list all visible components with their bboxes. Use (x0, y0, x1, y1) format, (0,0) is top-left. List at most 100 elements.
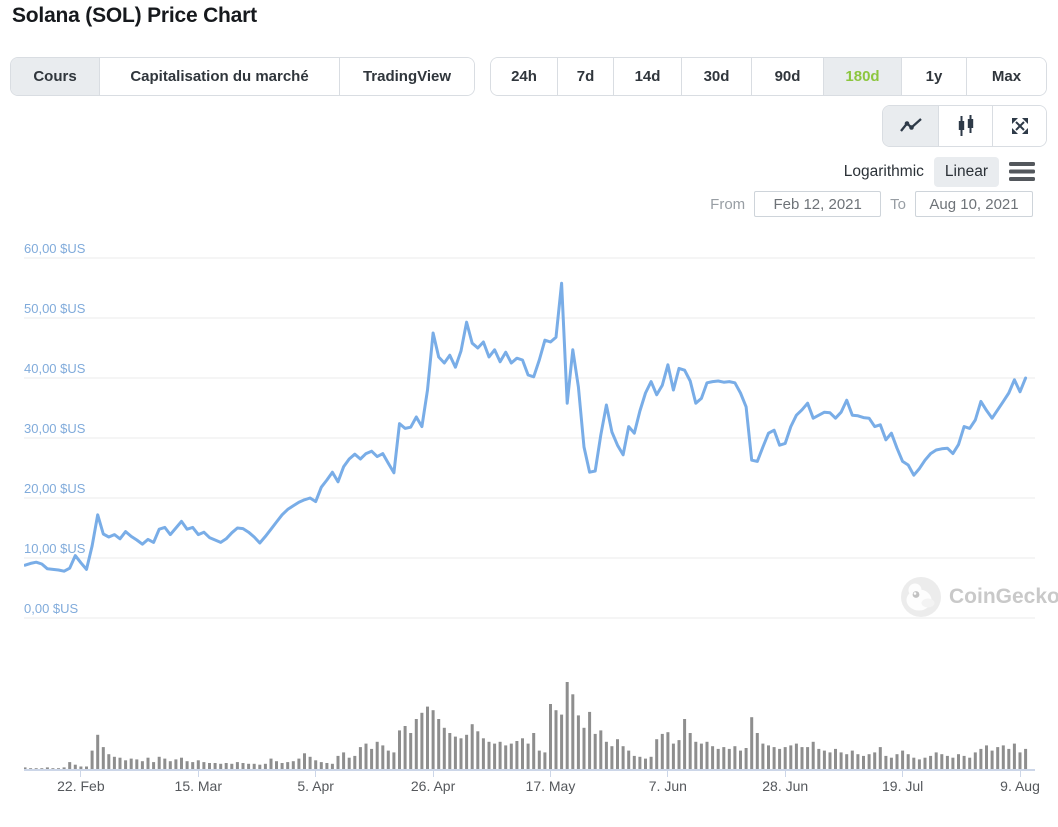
volume-bar (716, 748, 720, 770)
volume-bar (515, 741, 519, 770)
volume-bar (180, 757, 183, 770)
volume-bar (174, 759, 178, 770)
volume-bar (1012, 743, 1016, 770)
line-chart-button[interactable] (883, 106, 938, 146)
tab-market-cap[interactable]: Capitalisation du marché (99, 58, 339, 95)
date-range-row: From To (710, 190, 1033, 218)
range-24h[interactable]: 24h (491, 58, 557, 95)
volume-bar (470, 724, 474, 770)
x-axis-tick (902, 769, 904, 777)
range-max[interactable]: Max (966, 58, 1046, 95)
volume-bar (934, 752, 938, 770)
volume-bar (465, 734, 469, 770)
volume-bar (856, 754, 860, 770)
y-axis-label: 60,00 $US (24, 241, 86, 256)
y-axis-label: 50,00 $US (24, 301, 86, 316)
volume-bar (733, 746, 737, 770)
volume-bar (358, 747, 362, 770)
volume-bar (202, 762, 206, 770)
range-90d[interactable]: 90d (751, 58, 823, 95)
volume-bar (862, 755, 865, 770)
volume-bar (878, 747, 882, 770)
chart-type-group (882, 105, 1047, 147)
volume-bar (403, 726, 407, 770)
fullscreen-button[interactable] (992, 106, 1046, 146)
range-7d[interactable]: 7d (557, 58, 613, 95)
volume-bar (325, 763, 329, 770)
volume-bar (1024, 748, 1028, 770)
volume-bar (549, 704, 552, 770)
volume-bar (945, 755, 949, 770)
volume-bar (157, 756, 161, 770)
volume-bar (962, 755, 966, 770)
volume-bar (560, 714, 564, 770)
x-axis-label: 26. Apr (410, 778, 456, 794)
volume-bar (101, 747, 105, 770)
volume-bar (895, 754, 899, 770)
tab-cours[interactable]: Cours (11, 58, 99, 95)
range-180d[interactable]: 180d (823, 58, 901, 95)
price-chart-canvas (23, 257, 1035, 619)
volume-bar (750, 717, 754, 770)
volume-bar (107, 754, 111, 770)
chart-menu-button[interactable] (1009, 160, 1035, 183)
volume-bar (951, 757, 955, 770)
volume-bar (694, 741, 698, 770)
volume-bar (627, 750, 631, 770)
x-axis-label: 7. Jun (648, 778, 687, 794)
volume-bar (504, 745, 508, 770)
volume-bar (258, 764, 262, 770)
fullscreen-icon (1010, 116, 1030, 136)
volume-bar (118, 757, 122, 770)
y-axis-label: 20,00 $US (24, 481, 86, 496)
volume-bar (655, 739, 659, 770)
from-label: From (710, 195, 746, 213)
volume-bar (431, 710, 435, 770)
x-axis-tick (80, 769, 82, 777)
candlestick-button[interactable] (938, 106, 992, 146)
volume-bar (1001, 745, 1005, 770)
scale-logarithmic-option[interactable]: Logarithmic (843, 162, 924, 180)
volume-bar (884, 755, 888, 770)
volume-bar (543, 752, 547, 770)
range-14d[interactable]: 14d (613, 58, 681, 95)
volume-bar (588, 711, 592, 770)
to-date-input[interactable] (915, 191, 1033, 217)
volume-bar (90, 750, 94, 770)
volume-bar (23, 767, 27, 770)
volume-bar (230, 763, 234, 770)
price-chart[interactable] (23, 250, 1035, 630)
range-30d[interactable]: 30d (681, 58, 751, 95)
volume-bar (957, 754, 960, 770)
volume-bar (68, 762, 72, 770)
volume-bar (806, 747, 810, 770)
volume-bar (554, 710, 558, 770)
x-axis-tick (432, 769, 434, 777)
volume-chart[interactable] (23, 660, 1035, 770)
range-1y[interactable]: 1y (901, 58, 966, 95)
x-axis-tick (197, 769, 199, 777)
x-axis-tick (667, 769, 669, 777)
volume-bar (476, 731, 480, 770)
volume-bar (185, 761, 189, 770)
volume-bar (867, 754, 871, 770)
volume-bar (565, 682, 569, 770)
volume-bar (582, 727, 586, 770)
volume-bar (632, 755, 636, 770)
volume-bar (599, 730, 603, 770)
volume-bar (263, 763, 267, 770)
volume-bar (303, 753, 306, 770)
volume-bar (224, 763, 228, 770)
volume-bar (129, 758, 133, 770)
volume-bar (487, 741, 491, 770)
volume-bar (604, 741, 608, 770)
volume-bar (912, 757, 916, 770)
volume-bar (1018, 752, 1022, 770)
volume-bar (414, 719, 418, 770)
x-axis-tick (1019, 769, 1021, 777)
scale-linear-option-selected[interactable]: Linear (933, 156, 999, 187)
volume-bar (699, 743, 703, 770)
volume-bar (45, 767, 49, 770)
tab-tradingview[interactable]: TradingView (339, 58, 474, 95)
from-date-input[interactable] (754, 191, 882, 217)
